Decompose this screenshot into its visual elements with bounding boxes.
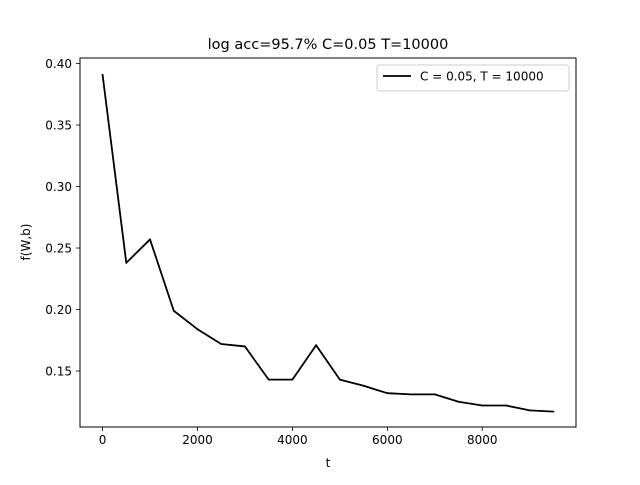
data-point [244,345,246,348]
data-point [362,384,365,387]
x-axis-label: t [326,456,331,470]
data-point [220,343,223,345]
y-tick-label: 0.40 [45,57,72,71]
legend-entry-label: C = 0.05, T = 10000 [420,70,544,84]
data-point [457,400,460,403]
y-tick-label: 0.35 [45,119,72,133]
data-point [172,309,175,312]
y-axis-label: f(W,b) [19,224,33,261]
data-point [505,404,507,407]
data-point [338,378,341,381]
data-point [433,393,436,396]
series-line [101,74,554,413]
data-point [125,261,128,264]
series-layer [101,73,555,413]
y-tick-label: 0.25 [45,242,72,256]
legend: C = 0.05, T = 10000 [376,64,570,92]
x-tick-label: 4000 [277,433,308,447]
data-point [291,378,294,381]
data-point [528,409,531,412]
y-tick-label: 0.20 [45,303,72,317]
y-tick-label: 0.15 [45,365,72,379]
x-tick-label: 2000 [182,433,213,447]
y-tick-label: 0.30 [45,180,72,194]
data-point [552,410,555,413]
data-point [267,378,270,381]
plot-frame [79,57,577,428]
x-tick-label: 6000 [372,433,403,447]
axes: 0 2000 4000 6000 8000 0.15 0.20 0.25 0.30 0.35 0.4… [45,57,497,447]
data-point [101,73,104,76]
legend-box [376,64,570,92]
data-point [481,404,484,407]
x-tick-label: 0 [99,433,107,447]
data-point [386,392,389,395]
data-point [315,344,318,347]
data-point [410,393,412,396]
x-tick-label: 8000 [467,433,498,447]
chart-title: log acc=95.7% C=0.05 T=10000 [208,37,449,53]
data-point [149,238,151,241]
data-point [196,328,199,331]
